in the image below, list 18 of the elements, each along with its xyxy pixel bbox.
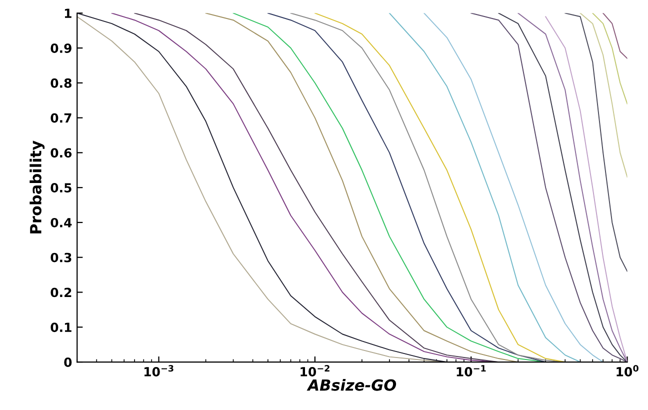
x-axis-title: ABsize-GO (306, 378, 396, 391)
x-tick-label: 10$^{−2}$ (300, 365, 330, 376)
y-tick-label: 0 (64, 358, 72, 367)
y-axis-title: Probability (30, 140, 45, 234)
y-tick-label: 0.7 (50, 113, 72, 123)
line-series (602, 13, 628, 59)
y-tick-label: 0.9 (50, 43, 72, 53)
y-tick-label: 0.5 (50, 183, 72, 192)
x-tick-label: 10$^{0}$ (616, 365, 638, 376)
y-tick-label: 1 (64, 8, 72, 18)
y-tick-label: 0.6 (50, 148, 72, 158)
x-tick-label: 10$^{−3}$ (144, 365, 174, 376)
y-tick-label: 0.2 (50, 288, 72, 298)
y-tick-label: 0.3 (50, 252, 72, 262)
y-tick-label: 0.4 (50, 218, 72, 228)
y-tick-label: 0.8 (50, 78, 72, 88)
x-tick-label: 10$^{−1}$ (456, 365, 486, 376)
y-tick-label: 0.1 (50, 322, 72, 332)
